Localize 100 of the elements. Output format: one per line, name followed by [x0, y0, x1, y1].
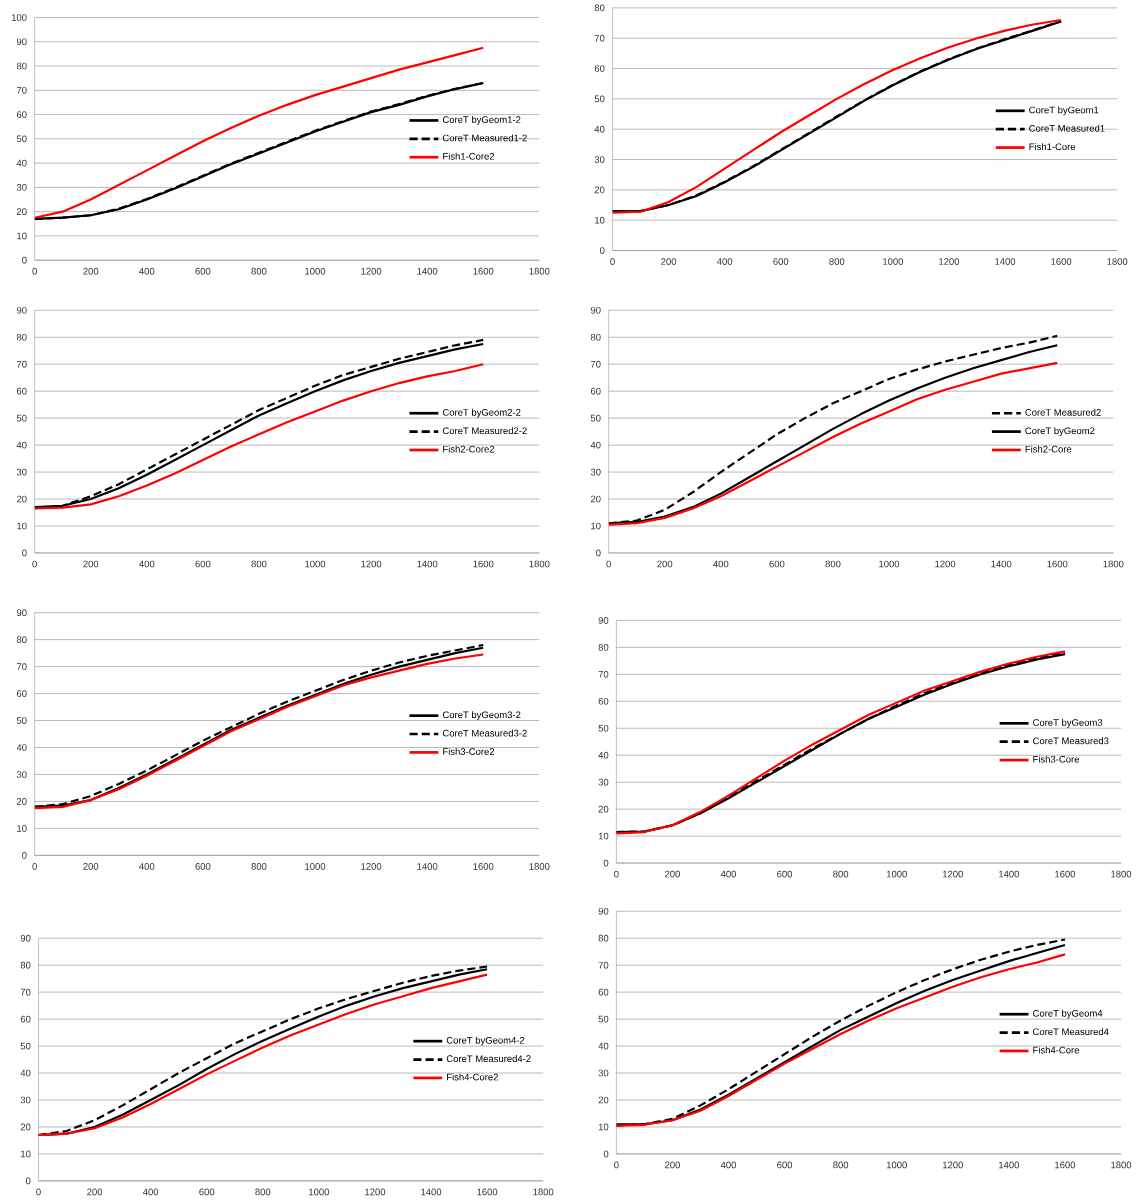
x-tick-label: 600: [195, 560, 211, 568]
y-tick-label: 60: [598, 697, 609, 705]
legend-label: CoreT byGeom2: [1025, 427, 1095, 436]
x-tick-label: 0: [32, 560, 37, 568]
x-tick-label: 1000: [886, 1161, 907, 1169]
legend-label: Fish4-Core: [1033, 1046, 1079, 1054]
y-tick-label: 80: [16, 636, 27, 643]
y-tick-label: 0: [603, 1150, 609, 1158]
y-tick-label: 40: [20, 1069, 31, 1077]
y-tick-label: 20: [16, 495, 27, 503]
y-tick-label: 70: [590, 360, 601, 368]
x-tick-label: 400: [713, 560, 729, 568]
legend-label: Fish2-Core: [1025, 445, 1072, 453]
x-tick-label: 1200: [942, 1161, 963, 1169]
x-tick-label: 200: [664, 870, 680, 878]
y-tick-label: 70: [16, 360, 27, 368]
x-tick-label: 1600: [1047, 560, 1068, 568]
x-tick-label: 1400: [991, 560, 1012, 568]
x-tick-label: 1800: [529, 267, 550, 275]
x-tick-label: 1200: [361, 560, 382, 568]
y-tick-label: 10: [598, 832, 609, 840]
x-tick-label: 1400: [995, 258, 1016, 265]
x-tick-label: 200: [664, 1161, 680, 1169]
x-tick-label: 200: [661, 258, 677, 265]
legend-label: Fish3-Core: [1033, 755, 1079, 763]
x-tick-label: 1600: [473, 863, 494, 870]
y-tick-label: 10: [17, 522, 27, 530]
x-tick-label: 1400: [417, 863, 438, 870]
x-tick-label: 200: [87, 1188, 103, 1196]
y-tick-label: 20: [16, 208, 27, 215]
y-tick-label: 0: [22, 852, 27, 859]
y-tick-label: 100: [11, 14, 27, 21]
x-tick-label: 800: [825, 560, 841, 568]
x-tick-label: 1600: [477, 1188, 498, 1196]
x-tick-label: 0: [32, 267, 37, 275]
y-tick-label: 80: [16, 62, 27, 70]
x-tick-label: 1000: [305, 863, 326, 870]
y-tick-label: 0: [596, 549, 601, 557]
legend-label: Fish1-Core2: [443, 152, 495, 160]
y-tick-label: 60: [594, 65, 605, 72]
x-tick-label: 1400: [999, 1161, 1020, 1169]
x-tick-label: 800: [255, 1188, 271, 1196]
x-tick-label: 1800: [529, 560, 550, 568]
x-tick-label: 400: [720, 1161, 737, 1169]
y-tick-label: 10: [595, 216, 605, 224]
x-tick-label: 1200: [361, 863, 382, 870]
x-tick-label: 400: [139, 560, 155, 568]
y-tick-label: 50: [598, 1015, 609, 1023]
legend-label: Fish3-Core2: [443, 747, 495, 755]
legend-label: CoreT Measured2: [1025, 408, 1101, 416]
y-tick-label: 90: [598, 907, 609, 915]
x-tick-label: 0: [36, 1188, 41, 1196]
legend-label: Fish2-Core2: [443, 445, 495, 453]
legend-label: CoreT Measured1-2: [442, 134, 527, 142]
y-tick-label: 80: [594, 4, 605, 12]
x-tick-label: 1200: [939, 258, 960, 265]
y-tick-label: 30: [590, 468, 601, 476]
legend-label: Fish1-Core: [1029, 143, 1076, 151]
x-tick-label: 800: [833, 870, 849, 878]
y-tick-label: 0: [599, 247, 605, 254]
y-tick-label: 20: [16, 798, 27, 805]
x-tick-label: 1800: [1103, 560, 1124, 568]
x-tick-label: 1800: [1107, 258, 1128, 265]
x-tick-label: 600: [773, 258, 789, 265]
x-tick-label: 1800: [533, 1188, 554, 1196]
legend-label: CoreT byGeom2-2: [442, 408, 521, 418]
y-tick-label: 20: [590, 495, 601, 503]
y-tick-label: 60: [16, 690, 27, 697]
legend-label: CoreT Measured2-2: [442, 427, 527, 435]
x-tick-label: 1800: [1111, 870, 1132, 878]
y-tick-label: 80: [20, 961, 31, 969]
y-tick-label: 90: [16, 38, 27, 46]
x-tick-label: 1600: [1055, 870, 1076, 878]
legend-label: CoreT Measured4-2: [446, 1055, 531, 1063]
y-tick-label: 20: [598, 1096, 609, 1104]
y-tick-label: 90: [590, 306, 601, 314]
y-tick-label: 40: [16, 159, 27, 167]
x-tick-label: 600: [769, 560, 785, 568]
x-tick-label: 200: [657, 560, 673, 568]
x-tick-label: 600: [195, 267, 211, 275]
y-tick-label: 70: [16, 86, 27, 94]
x-tick-label: 0: [614, 1161, 619, 1169]
y-tick-label: 70: [598, 961, 609, 969]
x-tick-label: 1200: [361, 267, 382, 275]
y-tick-label: 60: [20, 1015, 31, 1023]
legend-label: CoreT byGeom4-2: [446, 1036, 525, 1046]
x-tick-label: 1800: [1111, 1161, 1132, 1169]
y-tick-label: 40: [598, 1042, 609, 1050]
y-tick-label: 50: [598, 724, 609, 732]
y-tick-label: 50: [16, 717, 27, 724]
x-tick-label: 1800: [529, 863, 550, 870]
y-tick-label: 50: [16, 414, 27, 422]
legend-label: CoreT Measured1: [1029, 124, 1105, 132]
y-tick-label: 10: [17, 825, 27, 832]
x-tick-label: 1600: [1051, 258, 1072, 265]
x-tick-label: 1400: [417, 267, 438, 275]
x-tick-label: 1600: [473, 267, 494, 275]
y-tick-label: 60: [598, 988, 609, 996]
y-tick-label: 90: [16, 306, 27, 314]
y-tick-label: 90: [20, 934, 31, 942]
